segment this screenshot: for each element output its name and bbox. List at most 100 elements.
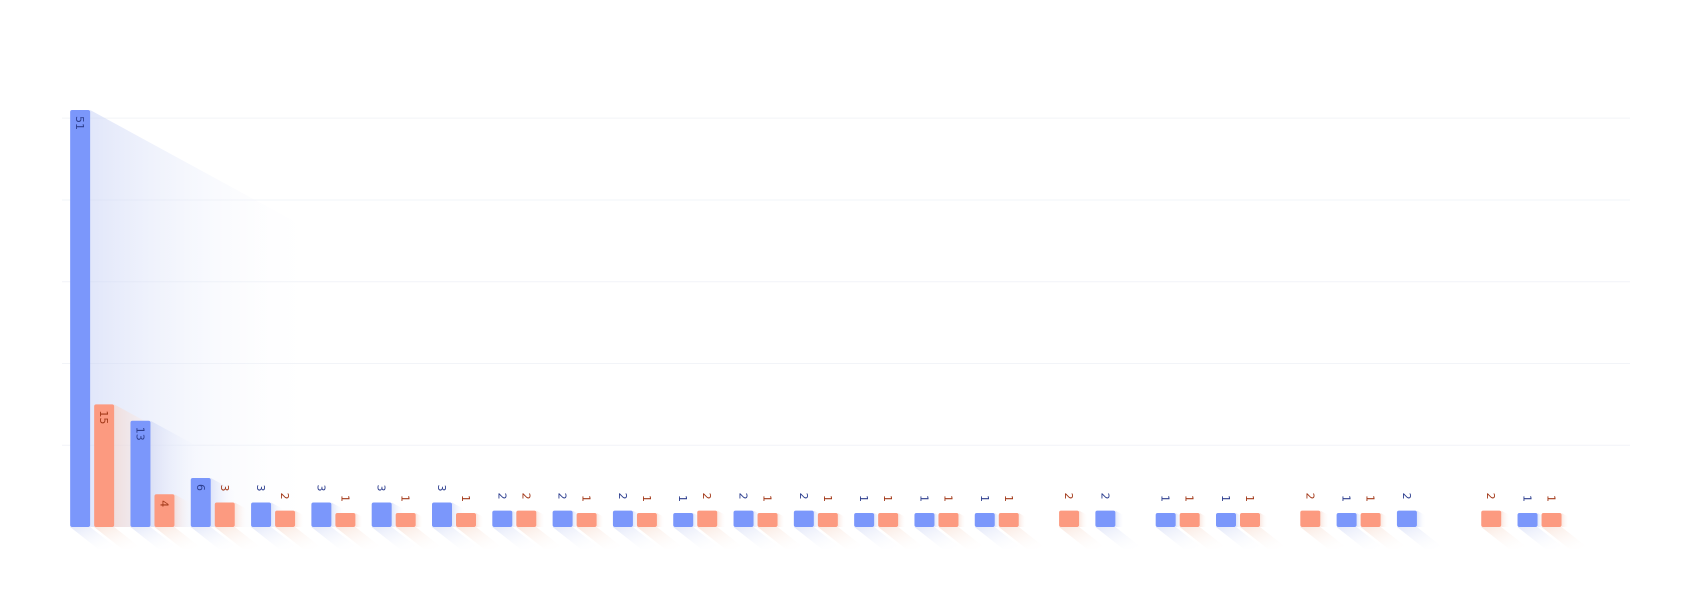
bar-floor-shadow [817,527,866,549]
bar[interactable] [793,510,814,527]
bar[interactable] [757,513,778,527]
bar-value-label: 1 [881,495,894,502]
bar[interactable] [878,513,899,527]
bar-value-label: 2 [1400,493,1413,500]
bar-value-label: 1 [1340,495,1353,502]
bar-shadow [295,510,305,527]
bar[interactable] [492,510,513,527]
bar-value-label: 1 [676,495,689,502]
bar[interactable] [733,510,754,527]
bar[interactable] [1517,513,1538,527]
bar[interactable] [854,513,875,527]
bar-floor-shadow [1095,527,1144,549]
bar-value-label: 2 [737,493,750,500]
bar-floor-shadow [251,527,300,549]
bar[interactable] [1216,513,1236,527]
bar-floor-shadow [70,527,119,549]
bar-floor-shadow [1179,527,1228,549]
bar[interactable] [552,510,573,527]
bar-floor-shadow [974,527,1023,549]
bar-value-label: 1 [1521,495,1534,502]
bar[interactable] [130,420,151,527]
bar[interactable] [154,494,175,527]
bar[interactable] [190,477,211,527]
bar[interactable] [395,513,416,527]
bar-shadow [476,513,484,527]
bar[interactable] [612,510,633,527]
bar[interactable] [974,513,995,527]
bar[interactable] [1336,513,1357,527]
bar[interactable] [1059,510,1080,527]
bar[interactable] [1541,513,1562,527]
bar[interactable] [94,404,115,527]
bar[interactable] [998,513,1019,527]
bar[interactable] [576,513,597,527]
bar-floor-shadow [311,527,360,549]
bar-shadow [596,513,605,527]
bar-value-label: 1 [1219,495,1232,502]
bar[interactable] [817,513,838,527]
bar-floor-shadow [1396,527,1445,549]
bar[interactable] [636,513,657,527]
bar[interactable] [697,510,718,527]
bar[interactable] [371,502,392,527]
bar[interactable] [275,510,296,527]
bar[interactable] [1396,510,1417,527]
bar-floor-shadow [793,527,842,549]
bar[interactable] [70,110,91,527]
bar-floor-shadow [190,527,239,549]
bar-value-label: 1 [821,495,834,502]
bar-floor-shadow [1155,527,1204,549]
bar[interactable] [214,502,235,527]
bar-shadow [1260,513,1268,527]
bar[interactable] [938,513,959,527]
bar-floor-shadow [1300,527,1349,549]
bar-shadow [898,513,906,527]
bar[interactable] [1360,513,1381,527]
bar-floor-shadow [214,527,263,549]
bar[interactable] [1179,513,1200,527]
bar-value-label: 3 [375,484,388,491]
bar-floor-shadow [516,527,565,549]
bar-value-label: 1 [399,495,412,502]
bar-value-label: 2 [1484,493,1497,500]
bar-value-label: 51 [73,116,86,130]
bar-floor-shadow [938,527,987,549]
bar-shadow [174,494,193,527]
bar[interactable] [516,510,537,527]
bar-shadow [234,502,249,527]
bar-floor-shadow [1517,527,1566,549]
bar-shadow [1501,510,1511,527]
bar[interactable] [673,513,694,527]
bar-value-label: 1 [459,495,472,502]
bar[interactable] [1095,510,1116,527]
bar-shadow [837,513,846,527]
bar[interactable] [311,502,332,527]
bar-shadow [1115,510,1125,527]
bar-shadow [717,510,727,527]
bar-shadow [777,513,786,527]
bar-value-label: 1 [1183,495,1196,502]
bar-floor-shadow [492,527,541,549]
bar[interactable] [456,513,476,527]
bar-value-label: 1 [1159,495,1172,502]
bar-value-label: 2 [278,493,291,500]
bar-value-label: 3 [254,484,267,491]
bar[interactable] [432,502,452,527]
bar[interactable] [914,513,935,527]
bar-floor-shadow [456,527,504,549]
bar[interactable] [335,513,356,527]
bar[interactable] [1300,510,1321,527]
bar[interactable] [1481,510,1502,527]
bar-floor-shadow [757,527,806,549]
bar[interactable] [251,502,272,527]
bar-value-label: 4 [157,500,170,507]
bar-value-label: 2 [797,493,810,500]
bar[interactable] [1155,513,1176,527]
bar-value-label: 1 [580,495,593,502]
bar[interactable] [1240,513,1260,527]
bar-value-label: 1 [1364,495,1377,502]
bar-floor-shadow [998,527,1047,549]
